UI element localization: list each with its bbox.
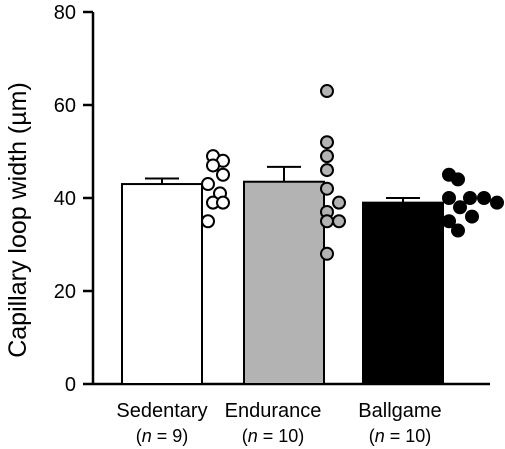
- y-tick-label: 60: [54, 95, 76, 117]
- y-tick-label: 0: [65, 374, 76, 396]
- y-axis-label: Capillary loop width (µm): [4, 82, 32, 358]
- y-tick-label: 20: [54, 281, 76, 303]
- data-point-endurance: [320, 181, 334, 196]
- data-point-ballgame: [477, 191, 491, 205]
- data-point-sedentary: [216, 167, 230, 182]
- data-point-sedentary: [201, 177, 215, 192]
- data-point-endurance: [332, 195, 346, 210]
- data-point-ballgame: [442, 214, 456, 229]
- data-point-sedentary: [216, 195, 230, 210]
- data-point-ballgame: [442, 191, 456, 205]
- data-point-ballgame: [490, 195, 504, 210]
- bar-ballgame: [362, 201, 444, 385]
- data-point-endurance: [320, 246, 334, 261]
- data-point-ballgame: [451, 172, 465, 187]
- data-point-endurance: [320, 214, 334, 229]
- category-label-sedentary: Sedentary: [116, 400, 207, 422]
- n-label-sedentary: (n = 9): [136, 426, 189, 446]
- data-point-endurance: [332, 214, 346, 229]
- bar-sedentary: [121, 183, 203, 385]
- data-point-ballgame: [463, 191, 477, 205]
- data-point-endurance: [320, 163, 334, 178]
- bar-endurance: [243, 180, 325, 385]
- data-point-endurance: [320, 149, 334, 164]
- n-label-ballgame: (n = 10): [369, 426, 432, 446]
- n-label-endurance: (n = 10): [242, 426, 305, 446]
- y-tick-label: 80: [54, 2, 76, 24]
- data-point-endurance: [320, 135, 334, 150]
- y-tick-label: 40: [54, 188, 76, 210]
- category-label-endurance: Endurance: [225, 400, 322, 422]
- data-point-sedentary: [206, 158, 220, 173]
- data-point-ballgame: [465, 209, 479, 224]
- data-point-ballgame: [453, 200, 467, 215]
- category-label-ballgame: Ballgame: [358, 400, 441, 422]
- data-point-sedentary: [201, 214, 215, 229]
- data-point-endurance: [320, 84, 334, 99]
- data-point-ballgame: [451, 223, 465, 238]
